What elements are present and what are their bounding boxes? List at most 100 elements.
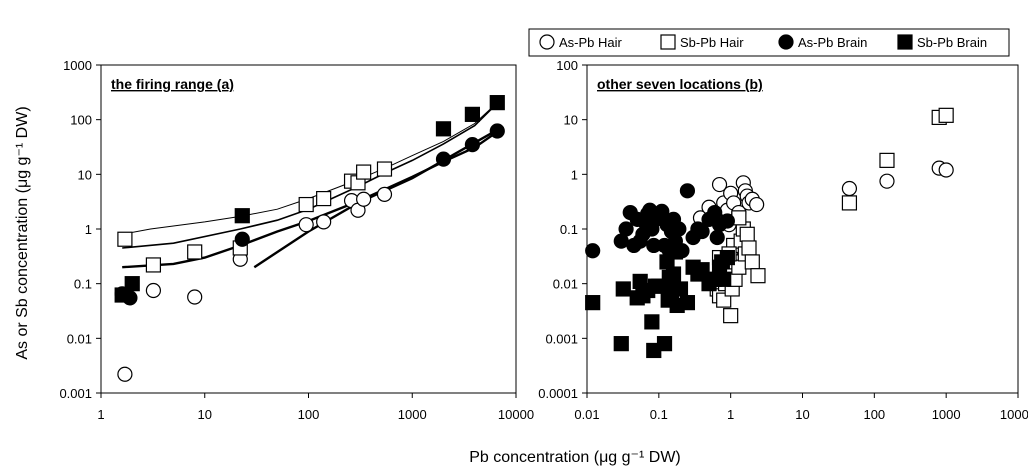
data-point bbox=[435, 121, 452, 137]
data-point bbox=[744, 254, 760, 270]
data-point bbox=[841, 180, 858, 197]
x-tick-label: 0.1 bbox=[650, 407, 668, 422]
x-tick-label: 10000 bbox=[498, 407, 534, 422]
x-tick-label: 1 bbox=[727, 407, 734, 422]
fit-line bbox=[253, 128, 498, 269]
data-point bbox=[316, 214, 332, 230]
data-point bbox=[879, 152, 895, 168]
y-tick-label: 0.01 bbox=[67, 331, 92, 346]
data-point bbox=[841, 195, 858, 211]
series-as-pb-brain bbox=[585, 183, 735, 259]
data-point bbox=[750, 268, 766, 284]
x-tick-label: 1000 bbox=[932, 407, 961, 422]
data-point bbox=[741, 240, 757, 256]
y-tick-label: 0.0001 bbox=[538, 386, 578, 401]
legend-label: As-Pb Hair bbox=[559, 35, 623, 50]
series-sb-pb-hair bbox=[117, 161, 393, 273]
data-point bbox=[672, 281, 689, 297]
series-sb-pb-hair bbox=[707, 107, 954, 324]
legend-marker bbox=[660, 34, 676, 50]
legend-label: Sb-Pb Hair bbox=[680, 35, 744, 50]
data-point bbox=[613, 336, 629, 352]
data-point bbox=[709, 229, 725, 246]
series-as-pb-hair bbox=[117, 186, 393, 382]
y-tick-label: 0.001 bbox=[545, 331, 578, 346]
x-tick-label: 1000 bbox=[398, 407, 427, 422]
data-point bbox=[723, 308, 739, 324]
data-point bbox=[234, 208, 250, 224]
x-tick-label: 10000 bbox=[1000, 407, 1028, 422]
data-point bbox=[464, 136, 481, 153]
data-point bbox=[938, 107, 954, 123]
series-as-pb-brain bbox=[114, 123, 505, 306]
y-tick-label: 0.1 bbox=[74, 277, 92, 292]
x-tick-label: 100 bbox=[863, 407, 885, 422]
x-tick-label: 100 bbox=[298, 407, 320, 422]
data-point bbox=[464, 106, 481, 122]
data-point bbox=[716, 271, 732, 287]
y-axis-title: As or Sb concentration (μg g⁻¹ DW) bbox=[14, 106, 31, 359]
y-tick-label: 10 bbox=[564, 113, 578, 128]
legend: As-Pb Hair Sb-Pb Hair As-Pb Brain Sb-Pb Bra… bbox=[528, 28, 1010, 57]
data-point bbox=[376, 186, 393, 202]
series-sb-pb-brain bbox=[585, 244, 735, 359]
data-point bbox=[117, 231, 133, 247]
legend-label: As-Pb Brain bbox=[798, 35, 867, 50]
panel-title: the firing range (a) bbox=[111, 76, 234, 92]
data-point bbox=[356, 191, 372, 207]
data-point bbox=[316, 190, 332, 207]
panel-a-firing-range: 1 10 100 1000 10000 0.001 0.01 0.1 1 10 100 1000 the… bbox=[59, 58, 534, 422]
data-point bbox=[114, 287, 130, 303]
data-point bbox=[234, 231, 250, 247]
data-point bbox=[124, 276, 140, 292]
y-tick-label: 100 bbox=[556, 58, 578, 73]
y-tick-label: 1 bbox=[85, 222, 92, 237]
data-point bbox=[665, 266, 682, 282]
y-tick-label: 100 bbox=[70, 113, 92, 128]
data-point bbox=[618, 221, 634, 237]
data-point bbox=[489, 123, 505, 139]
legend-marker bbox=[897, 34, 913, 50]
data-point bbox=[489, 95, 505, 111]
x-tick-label: 10 bbox=[198, 407, 212, 422]
data-point bbox=[615, 281, 631, 297]
data-point bbox=[719, 249, 735, 266]
data-point bbox=[719, 213, 735, 229]
legend-marker bbox=[778, 34, 794, 50]
y-tick-label: 0.01 bbox=[553, 277, 578, 292]
y-tick-label: 0.001 bbox=[59, 386, 92, 401]
data-point bbox=[694, 262, 710, 278]
y-tick-label: 0.1 bbox=[560, 222, 578, 237]
data-point bbox=[585, 243, 601, 259]
data-point bbox=[739, 226, 755, 242]
series-sb-pb-brain bbox=[114, 95, 505, 303]
panel-title: other seven locations (b) bbox=[597, 76, 763, 92]
y-tick-label: 1000 bbox=[63, 58, 92, 73]
data-point bbox=[376, 161, 393, 177]
data-point bbox=[435, 151, 452, 167]
data-point bbox=[679, 295, 696, 311]
data-point bbox=[694, 223, 710, 240]
data-point bbox=[656, 336, 673, 352]
data-point bbox=[187, 244, 203, 260]
data-point bbox=[749, 196, 765, 213]
data-point bbox=[356, 164, 372, 180]
data-point bbox=[716, 292, 732, 308]
data-point bbox=[667, 244, 683, 260]
data-point bbox=[585, 295, 601, 311]
data-point bbox=[117, 366, 133, 382]
data-point bbox=[298, 217, 314, 233]
x-tick-label: 0.01 bbox=[574, 407, 599, 422]
y-tick-label: 1 bbox=[571, 167, 578, 182]
y-tick-label: 10 bbox=[78, 167, 92, 182]
data-point bbox=[644, 314, 660, 330]
data-point bbox=[679, 183, 696, 199]
legend-label: Sb-Pb Brain bbox=[917, 35, 987, 50]
data-point bbox=[938, 162, 954, 178]
panel-b-seven-locations: 0.01 0.1 1 10 100 1000 10000 0.0001 0.001 0.01 0.1… bbox=[538, 58, 1028, 422]
x-tick-label: 1 bbox=[97, 407, 104, 422]
fit-line bbox=[122, 102, 498, 235]
x-tick-label: 10 bbox=[795, 407, 809, 422]
data-point bbox=[187, 289, 203, 305]
